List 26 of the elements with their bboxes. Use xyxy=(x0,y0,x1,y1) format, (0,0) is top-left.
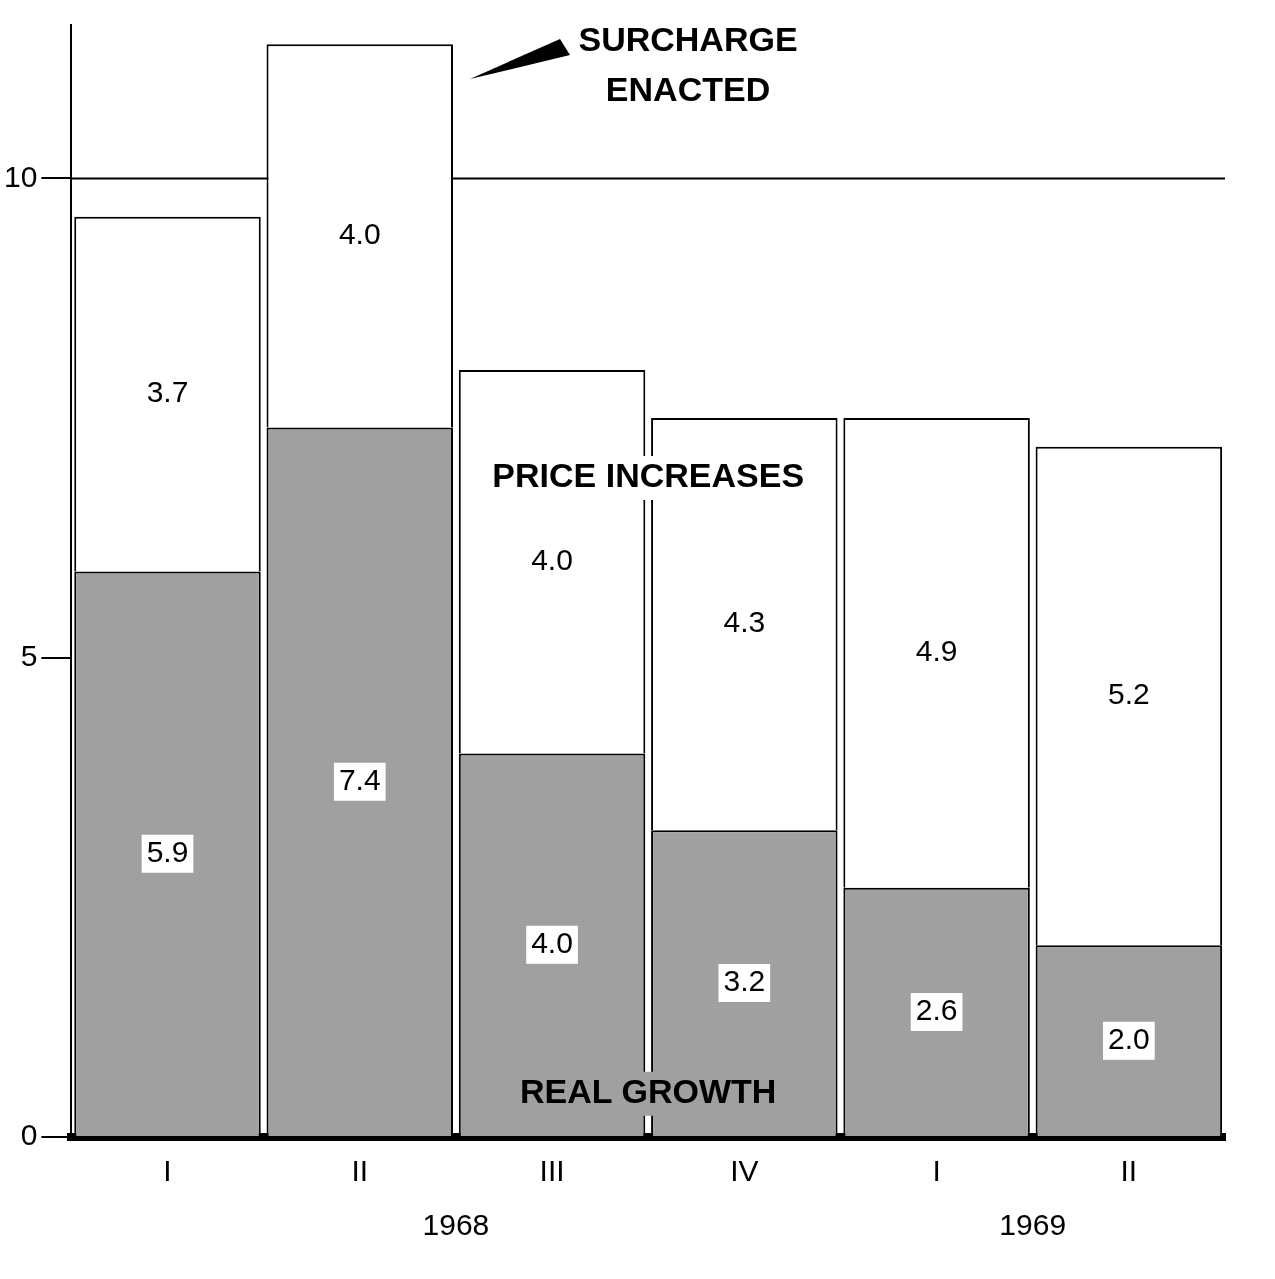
text: 1968 xyxy=(422,1208,490,1242)
data-label: 2.0 xyxy=(1108,1021,1150,1055)
data-label: 2.6 xyxy=(915,993,958,1027)
data-label: 4.0 xyxy=(338,217,381,251)
text: 1969 xyxy=(999,1208,1067,1242)
data-label: 4.0 xyxy=(531,543,573,577)
x-tick-label: II xyxy=(1120,1154,1138,1188)
annotation: SURCHARGE ENACTED xyxy=(578,19,798,108)
data-label: 3.2 xyxy=(723,964,766,998)
series-label: PRICE INCREASES xyxy=(492,456,805,495)
data-label: 4.3 xyxy=(723,605,766,639)
x-tick-label: I xyxy=(163,1154,172,1188)
data-label: 4.9 xyxy=(915,634,958,668)
data-label: 4.0 xyxy=(531,926,573,960)
data-label: 5.2 xyxy=(1108,677,1150,711)
y-tick-label: 5 xyxy=(20,638,38,672)
y-tick-label: 0 xyxy=(20,1118,38,1152)
x-tick-label: II xyxy=(351,1154,369,1188)
data-label: 5.9 xyxy=(146,834,189,868)
y-tick-label: 10 xyxy=(3,159,38,193)
data-label: 7.4 xyxy=(338,763,381,797)
x-tick-label: III xyxy=(539,1154,565,1188)
data-label: 3.7 xyxy=(146,375,189,409)
x-tick-label: IV xyxy=(730,1154,759,1188)
x-tick-label: I xyxy=(932,1154,941,1188)
series-label: REAL GROWTH xyxy=(520,1072,777,1111)
